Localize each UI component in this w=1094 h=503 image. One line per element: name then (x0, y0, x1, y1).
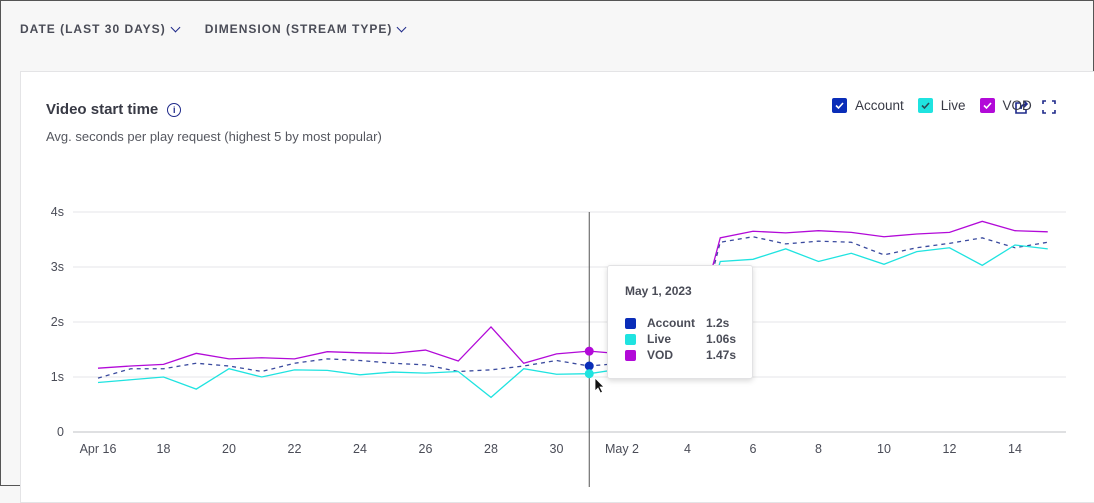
tooltip-series-name: VOD (647, 348, 674, 362)
legend-item-account[interactable]: Account (832, 98, 904, 113)
legend-item-live[interactable]: Live (917, 98, 966, 113)
tooltip-date: May 1, 2023 (625, 284, 692, 298)
x-tick-label: 22 (288, 442, 302, 456)
legend-item-vod[interactable]: VOD (979, 98, 1032, 113)
filter-bar: DATE (LAST 30 DAYS) DIMENSION (STREAM TY… (20, 22, 407, 36)
line-chart[interactable]: 0 1s 2s 3s 4s Apr 16 18 20 22 24 26 28 30 May 2 4 6 8 10 1… (1, 1, 1094, 487)
checkbox-checked-icon[interactable] (917, 98, 933, 113)
x-tick-label: 28 (484, 442, 498, 456)
swatch-icon (625, 349, 636, 361)
series-line-vod (97, 220, 1048, 369)
tooltip-series-name: Account (647, 316, 695, 330)
x-tick-label: 8 (815, 442, 822, 456)
x-tick-label: 30 (550, 442, 564, 456)
hover-point-vod (584, 346, 594, 356)
x-tick-label: 6 (750, 442, 757, 456)
x-tick-label: 10 (877, 442, 891, 456)
tooltip-series-name: Live (647, 332, 672, 346)
info-icon[interactable]: i (167, 102, 182, 117)
fullscreen-icon[interactable] (1042, 100, 1056, 120)
x-tick-label: 24 (353, 442, 367, 456)
x-tick-label: 14 (1008, 442, 1022, 456)
chart-tooltip: May 1, 2023 Account 1.2s Live 1.06s VOD 1.4… (607, 265, 753, 379)
x-tick-label: 20 (222, 442, 236, 456)
card-title: Video start time i (46, 101, 182, 118)
x-tick-label: 4 (684, 442, 691, 456)
chart-legend: Account Live VOD (832, 98, 1032, 113)
y-tick-label: 4s (51, 205, 64, 219)
checkbox-checked-icon[interactable] (832, 98, 847, 113)
tooltip-value: 1.47s (706, 348, 737, 362)
y-tick-label: 0 (57, 425, 64, 439)
tooltip-row-live: Live 1.06s (625, 331, 736, 347)
y-tick-label: 1s (51, 370, 64, 384)
y-tick-label: 2s (51, 315, 64, 329)
hover-point-live (584, 369, 594, 379)
legend-label: VOD (1002, 98, 1032, 113)
tooltip-row-account: Account 1.2s (625, 315, 736, 331)
card-subtitle: Avg. seconds per play request (highest 5… (46, 129, 382, 144)
series-line-live (97, 244, 1048, 399)
date-filter-label: DATE (LAST 30 DAYS) (20, 22, 166, 36)
x-tick-label: 12 (943, 442, 957, 456)
checkbox-checked-icon[interactable] (979, 98, 995, 113)
series-line-account (97, 236, 1048, 379)
share-icon[interactable] (1014, 100, 1029, 120)
card-title-text: Video start time (46, 101, 159, 118)
swatch-icon (625, 317, 636, 329)
swatch-icon (625, 333, 636, 345)
legend-label: Account (855, 98, 904, 113)
x-tick-label: Apr 16 (80, 442, 117, 456)
tooltip-value: 1.06s (706, 332, 737, 346)
tooltip-value: 1.2s (706, 316, 730, 330)
legend-label: Live (940, 98, 966, 113)
x-tick-label: 18 (157, 442, 171, 456)
x-tick-label: 26 (419, 442, 433, 456)
cursor-icon (594, 377, 605, 394)
y-tick-label: 3s (51, 260, 64, 274)
date-filter-dropdown[interactable]: DATE (LAST 30 DAYS) (20, 22, 181, 36)
dimension-filter-dropdown[interactable]: DIMENSION (STREAM TYPE) (204, 22, 407, 36)
chart-card: Video start time i Avg. seconds per play … (20, 71, 1094, 503)
tooltip-row-vod: VOD 1.47s (625, 347, 736, 363)
hover-point-account (584, 361, 594, 371)
x-tick-label: May 2 (605, 442, 639, 456)
dimension-filter-label: DIMENSION (STREAM TYPE) (204, 22, 393, 36)
